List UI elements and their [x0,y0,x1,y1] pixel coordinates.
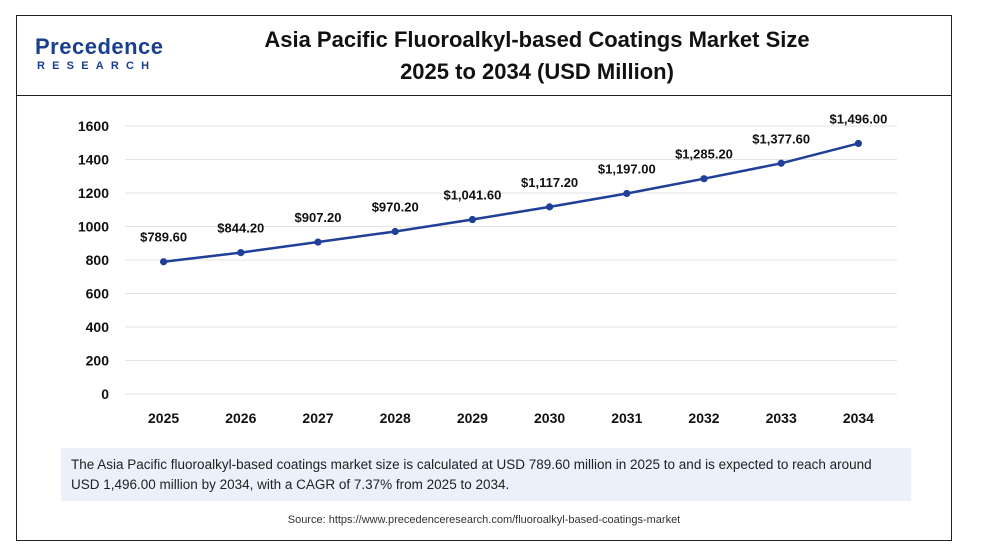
logo-brand: Precedence [35,34,164,59]
chart-title-line-1: Asia Pacific Fluoroalkyl-based Coatings … [264,27,810,52]
x-tick-label: 2034 [843,410,874,426]
x-tick-label: 2032 [688,410,719,426]
x-tick-label: 2025 [148,410,179,426]
data-labels: $789.60 $844.20 $907.20 $970.20 $1,041.60 $1,… [140,111,887,244]
data-label: $1,117.20 [521,175,578,190]
chart-title-line-2: 2025 to 2034 (USD Million) [400,59,674,84]
x-tick-label: 2026 [225,410,256,426]
y-tick-label: 200 [86,353,110,369]
data-label: $1,197.00 [598,162,656,177]
data-point [237,248,245,257]
data-label: $1,041.60 [443,188,501,203]
data-label: $970.20 [372,199,419,214]
data-point [160,258,168,266]
data-point [546,203,554,211]
y-tick-label: 800 [86,252,110,268]
data-label: $844.20 [217,221,264,236]
x-axis: 2025 2026 2027 2028 2029 2030 2031 2032 2033 2034 [148,410,874,426]
series-line [163,142,859,263]
x-tick-label: 2031 [611,410,642,426]
y-tick-label: 400 [86,319,110,335]
gridlines [125,125,897,395]
x-tick-label: 2029 [457,410,488,426]
data-point [777,159,785,167]
y-tick-label: 0 [101,386,109,402]
chart-title: Asia Pacific Fluoroalkyl-based Coatings … [187,24,887,88]
data-label: $1,496.00 [829,111,887,126]
chart-frame: Precedence RESEARCH Asia Pacific Fluoroa… [16,15,952,541]
x-tick-label: 2033 [766,410,797,426]
data-point [623,189,631,198]
y-tick-label: 1000 [78,219,109,235]
data-point [468,215,476,224]
data-point [854,139,863,148]
y-tick-label: 1600 [78,118,109,134]
data-label: $789.60 [140,230,187,245]
data-label: $907.20 [295,210,342,225]
data-point [700,175,708,183]
chart-header: Precedence RESEARCH Asia Pacific Fluoroa… [17,16,951,96]
data-points [160,139,863,266]
precedence-research-logo: Precedence RESEARCH [35,34,175,78]
y-tick-label: 1400 [78,152,109,168]
y-tick-label: 600 [86,286,110,302]
y-tick-label: 1200 [78,185,109,201]
data-label: $1,377.60 [752,131,810,146]
logo-subtitle: RESEARCH [37,60,157,72]
x-tick-label: 2027 [302,410,333,426]
data-point [391,227,399,236]
y-axis: 0 200 400 600 800 1000 1200 1400 1600 [78,118,109,402]
x-tick-label: 2028 [380,410,411,426]
x-tick-label: 2030 [534,410,565,426]
description-box: The Asia Pacific fluoroalkyl-based coati… [61,448,911,501]
data-point [314,238,322,246]
data-label: $1,285.20 [675,147,733,162]
source-note: Source: https://www.precedenceresearch.c… [287,514,681,526]
series-market-size [163,142,859,263]
